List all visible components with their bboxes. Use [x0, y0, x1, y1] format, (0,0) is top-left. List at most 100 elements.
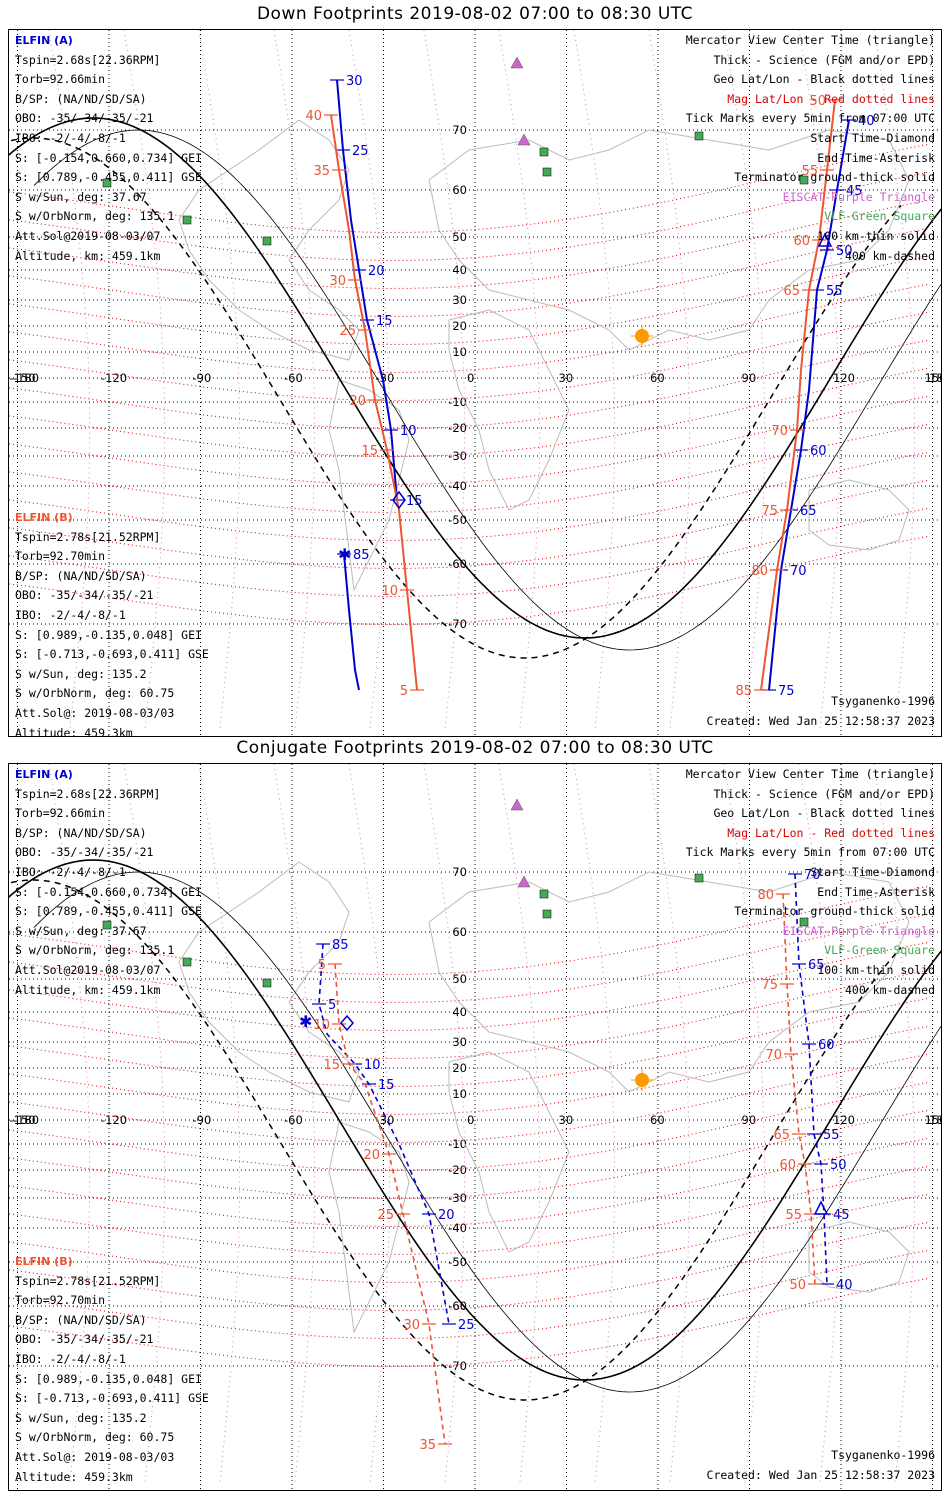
elfin-info-line: IBO: -2/-4/-8/-1 [15, 1351, 126, 1366]
legend-entry: 100 km-thin solid [817, 962, 935, 977]
elfin-info-line: Tspin=2.78s[21.52RPM] [15, 1273, 161, 1288]
track-tick-label: 10 [364, 1058, 381, 1073]
elfin-info-line: IBO: -2/-4/-8/-1 [15, 864, 126, 879]
terminator-400km-line [9, 879, 902, 1401]
lon-label: -120 [101, 1113, 127, 1127]
elfin-info-block: ELFIN (A) Tspin=2.68s[22.36RPM] Torb=92.66… [15, 765, 202, 1000]
lon-label: -150 [10, 1113, 36, 1127]
vlf-square-icon [694, 873, 704, 883]
elfin-a-conj-track-west [318, 943, 450, 1325]
elfin-info-line: Altitude, km: 459.1km [15, 982, 161, 997]
geo-grid [9, 764, 941, 1490]
vlf-square-icon [102, 920, 112, 930]
track-tick-label: 60 [818, 1038, 835, 1053]
elfin-info-line: B/SP: (NA/ND/SD/SA) [15, 91, 147, 106]
conjugate-footprints-map: -180-150 -120 -90 -60 -30 0 30 60 90 120 150180 70 6… [8, 763, 942, 1491]
triangle-center-marker [813, 1200, 829, 1215]
elfin-info-line: S w/Sun, deg: 135.2 [15, 1410, 147, 1425]
legend-entry: EISCAT-Purple Triangle [782, 923, 935, 938]
elfin-info-line: Altitude: 459.3km [15, 1469, 133, 1484]
coastline [448, 309, 570, 511]
lat-label: 40 [452, 1005, 467, 1019]
map-canvas: -180-150 -120 -90 -60 -30 0 30 60 90 120 150180 70 6… [9, 30, 942, 736]
track-tick-label: 10 [313, 1018, 330, 1033]
elfin-info-line: S w/OrbNorm, deg: 135.1 [15, 209, 175, 224]
down-footprints-map: -180-150 -120 -90 -60 -30 0 30 60 90 120 150180 70 6… [8, 29, 942, 737]
lon-label: 180 [929, 371, 942, 385]
track-tick-label: 70 [804, 868, 821, 883]
vlf-square-icon [542, 167, 552, 177]
eiscat-triangle-icon [510, 56, 524, 69]
lon-label: 120 [833, 371, 855, 385]
track-tick-label: 80 [757, 888, 774, 903]
track-tick-label: 85 [735, 684, 752, 699]
elfin-info-line: Torb=92.66min [15, 72, 106, 87]
elfin-info-header: ELFIN (B) [15, 1255, 73, 1268]
vlf-square-icon [182, 215, 192, 225]
lat-label: -40 [448, 479, 467, 493]
elfin-info-line: S w/OrbNorm, deg: 135.1 [15, 943, 175, 958]
lon-label: 0 [467, 1113, 474, 1127]
track-tick-label: 25 [339, 324, 356, 339]
track-tick-label: 75 [761, 504, 778, 519]
eiscat-triangle-icon [517, 133, 531, 146]
elfin-info-line: Tspin=2.78s[21.52RPM] [15, 529, 161, 544]
elfin-info-line: S: [0.989,-0.135,0.048] GEI [15, 627, 202, 642]
elfin-info-line: Att.Sol@2019-08-03/07 [15, 228, 161, 243]
lon-label: 0 [467, 371, 474, 385]
track-tick-label: 65 [800, 504, 817, 519]
legend-entry: Mag Lat/Lon - Red dotted lines [727, 825, 935, 840]
coastline [808, 479, 910, 551]
lat-label: 20 [452, 1061, 467, 1075]
lon-label: 60 [650, 1113, 665, 1127]
elfin-info-line: Torb=92.70min [15, 1293, 106, 1308]
elfin-a-track-east [768, 119, 850, 691]
track-tick-label: 85 [332, 938, 349, 953]
vlf-square-icon [539, 889, 549, 899]
legend-entry: Start Time-Diamond [810, 864, 935, 879]
elfin-info-line: Altitude: 459.3km [15, 725, 133, 737]
map-legend: Mercator View Center Time (triangle) Thic… [686, 31, 935, 266]
elfin-info-line: B/SP: (NA/ND/SD/SA) [15, 1312, 147, 1327]
track-tick-label: 25 [458, 1318, 475, 1333]
legend-entry: VLF-Green Square [824, 209, 935, 224]
coastline [808, 1221, 910, 1293]
track-tick-label: 55 [801, 164, 818, 179]
legend-entry: Tick Marks every 5min from 07:00 UTC [685, 111, 935, 126]
legend-entry: VLF-Green Square [824, 943, 935, 958]
lon-label: 150 [925, 1113, 943, 1127]
track-tick-label: 15 [323, 1058, 340, 1073]
mag-meridian [573, 764, 616, 1485]
down-panel-title: Down Footprints 2019-08-02 07:00 to 08:3… [256, 4, 694, 24]
lat-label: -30 [448, 449, 467, 463]
elfin-info-line: S w/OrbNorm, deg: 60.75 [15, 686, 175, 701]
elfin-info-line: IBO: -2/-4/-8/-1 [15, 130, 126, 145]
track-tick-label: 75 [761, 978, 778, 993]
lat-label: 50 [452, 972, 467, 986]
track-tick-label: 15 [406, 494, 423, 509]
elfin-info-line: OBO: -35/-34/-35/-21 [15, 111, 154, 126]
track-tick-label: 55 [785, 1208, 802, 1223]
lat-label: -60 [448, 557, 467, 571]
track-tick-label: 70 [771, 424, 788, 439]
elfin-info-line: IBO: -2/-4/-8/-1 [15, 607, 126, 622]
lon-label: 90 [742, 371, 757, 385]
elfin-info-header: ELFIN (A) [15, 34, 73, 47]
lon-label: 120 [833, 1113, 855, 1127]
elfin-b-track-west [330, 114, 418, 691]
legend-entry: 400 km-dashed [844, 982, 935, 997]
terminator-ground-line [9, 859, 941, 1381]
elfin-info-line: S w/Sun, deg: 37.67 [15, 923, 147, 938]
lon-label: -90 [193, 1113, 212, 1127]
legend-entry: Thick - Science (FGM and/or EPD) [713, 786, 935, 801]
elfin-info-line: OBO: -35/-34/-35/-21 [15, 845, 154, 860]
elfin-info-line: S: [0.989,-0.135,0.048] GEI [15, 1371, 202, 1386]
track-tick-label: 35 [419, 1438, 436, 1453]
eiscat-triangle-icon [510, 798, 524, 811]
diamond-start-marker [340, 1014, 354, 1032]
legend-entry: Start Time-Diamond [810, 130, 935, 145]
vlf-square-icon [262, 978, 272, 988]
legend-entry: Terminator ground-thick solid [734, 904, 935, 919]
mag-parallel [9, 311, 930, 401]
track-tick-label: 45 [846, 184, 863, 199]
